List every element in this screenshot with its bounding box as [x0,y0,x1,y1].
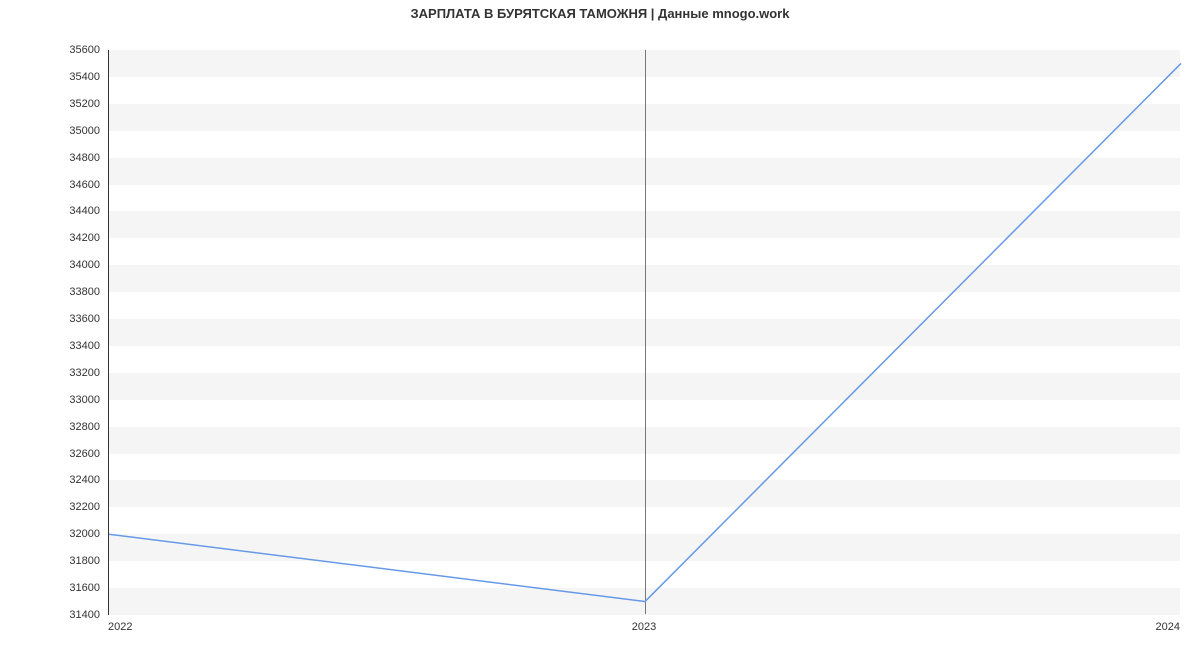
series-layer [109,50,1181,615]
x-tick-label: 2023 [632,621,656,633]
y-tick-label: 35200 [0,98,100,110]
plot-area [108,50,1180,615]
y-tick-label: 35000 [0,125,100,137]
y-tick-label: 32400 [0,474,100,486]
y-tick-label: 34400 [0,205,100,217]
y-tick-label: 34600 [0,179,100,191]
y-tick-label: 35600 [0,44,100,56]
y-tick-label: 35400 [0,71,100,83]
y-tick-label: 34800 [0,152,100,164]
y-tick-label: 33200 [0,367,100,379]
y-tick-label: 32600 [0,448,100,460]
y-tick-label: 32800 [0,421,100,433]
chart-title: ЗАРПЛАТА В БУРЯТСКАЯ ТАМОЖНЯ | Данные mn… [0,6,1200,21]
y-tick-label: 33000 [0,394,100,406]
y-tick-label: 32200 [0,501,100,513]
y-tick-label: 31800 [0,555,100,567]
salary-line [109,63,1181,601]
x-tick-label: 2022 [108,621,132,633]
y-tick-label: 31600 [0,582,100,594]
y-tick-label: 33800 [0,286,100,298]
x-tick-label: 2024 [1156,621,1180,633]
salary-line-chart: ЗАРПЛАТА В БУРЯТСКАЯ ТАМОЖНЯ | Данные mn… [0,0,1200,650]
y-tick-label: 34200 [0,232,100,244]
y-tick-label: 34000 [0,259,100,271]
y-tick-label: 31400 [0,609,100,621]
y-tick-label: 33600 [0,313,100,325]
y-tick-label: 32000 [0,528,100,540]
y-tick-label: 33400 [0,340,100,352]
